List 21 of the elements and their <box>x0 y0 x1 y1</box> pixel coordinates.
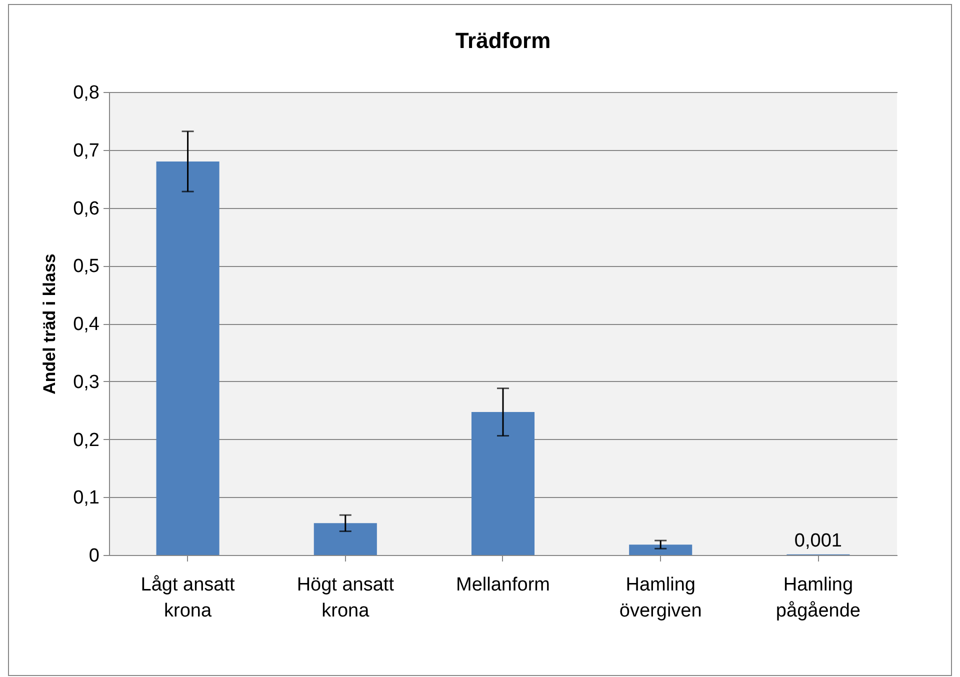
y-tick-label: 0,7 <box>73 140 100 162</box>
y-tick-label: 0,2 <box>73 430 100 451</box>
y-tick-label: 0,3 <box>73 372 100 393</box>
y-axis-title: Andel träd i klass <box>40 254 60 394</box>
y-tick-label: 0 <box>88 546 100 566</box>
chart-title: Trädform <box>455 28 551 53</box>
bar <box>314 523 377 555</box>
y-tick-label: 0,6 <box>73 198 100 220</box>
x-tick-label: Hamling övergiven <box>619 574 702 622</box>
data-label: 0,001 <box>794 530 842 552</box>
y-tick-label: 0,5 <box>73 256 100 278</box>
y-tick-label: 0,4 <box>73 314 100 335</box>
bar <box>156 161 220 555</box>
x-tick-label: Mellanform <box>456 574 550 596</box>
x-tick-label: Högt ansatt krona <box>296 574 395 622</box>
x-tick-label: Hamling pågående <box>776 574 860 622</box>
y-tick-label: 0,8 <box>73 82 100 104</box>
x-tick-label: Lågt ansatt krona <box>140 574 236 622</box>
bar <box>471 412 535 555</box>
bar <box>629 544 692 555</box>
y-tick-label: 0,1 <box>73 488 100 509</box>
